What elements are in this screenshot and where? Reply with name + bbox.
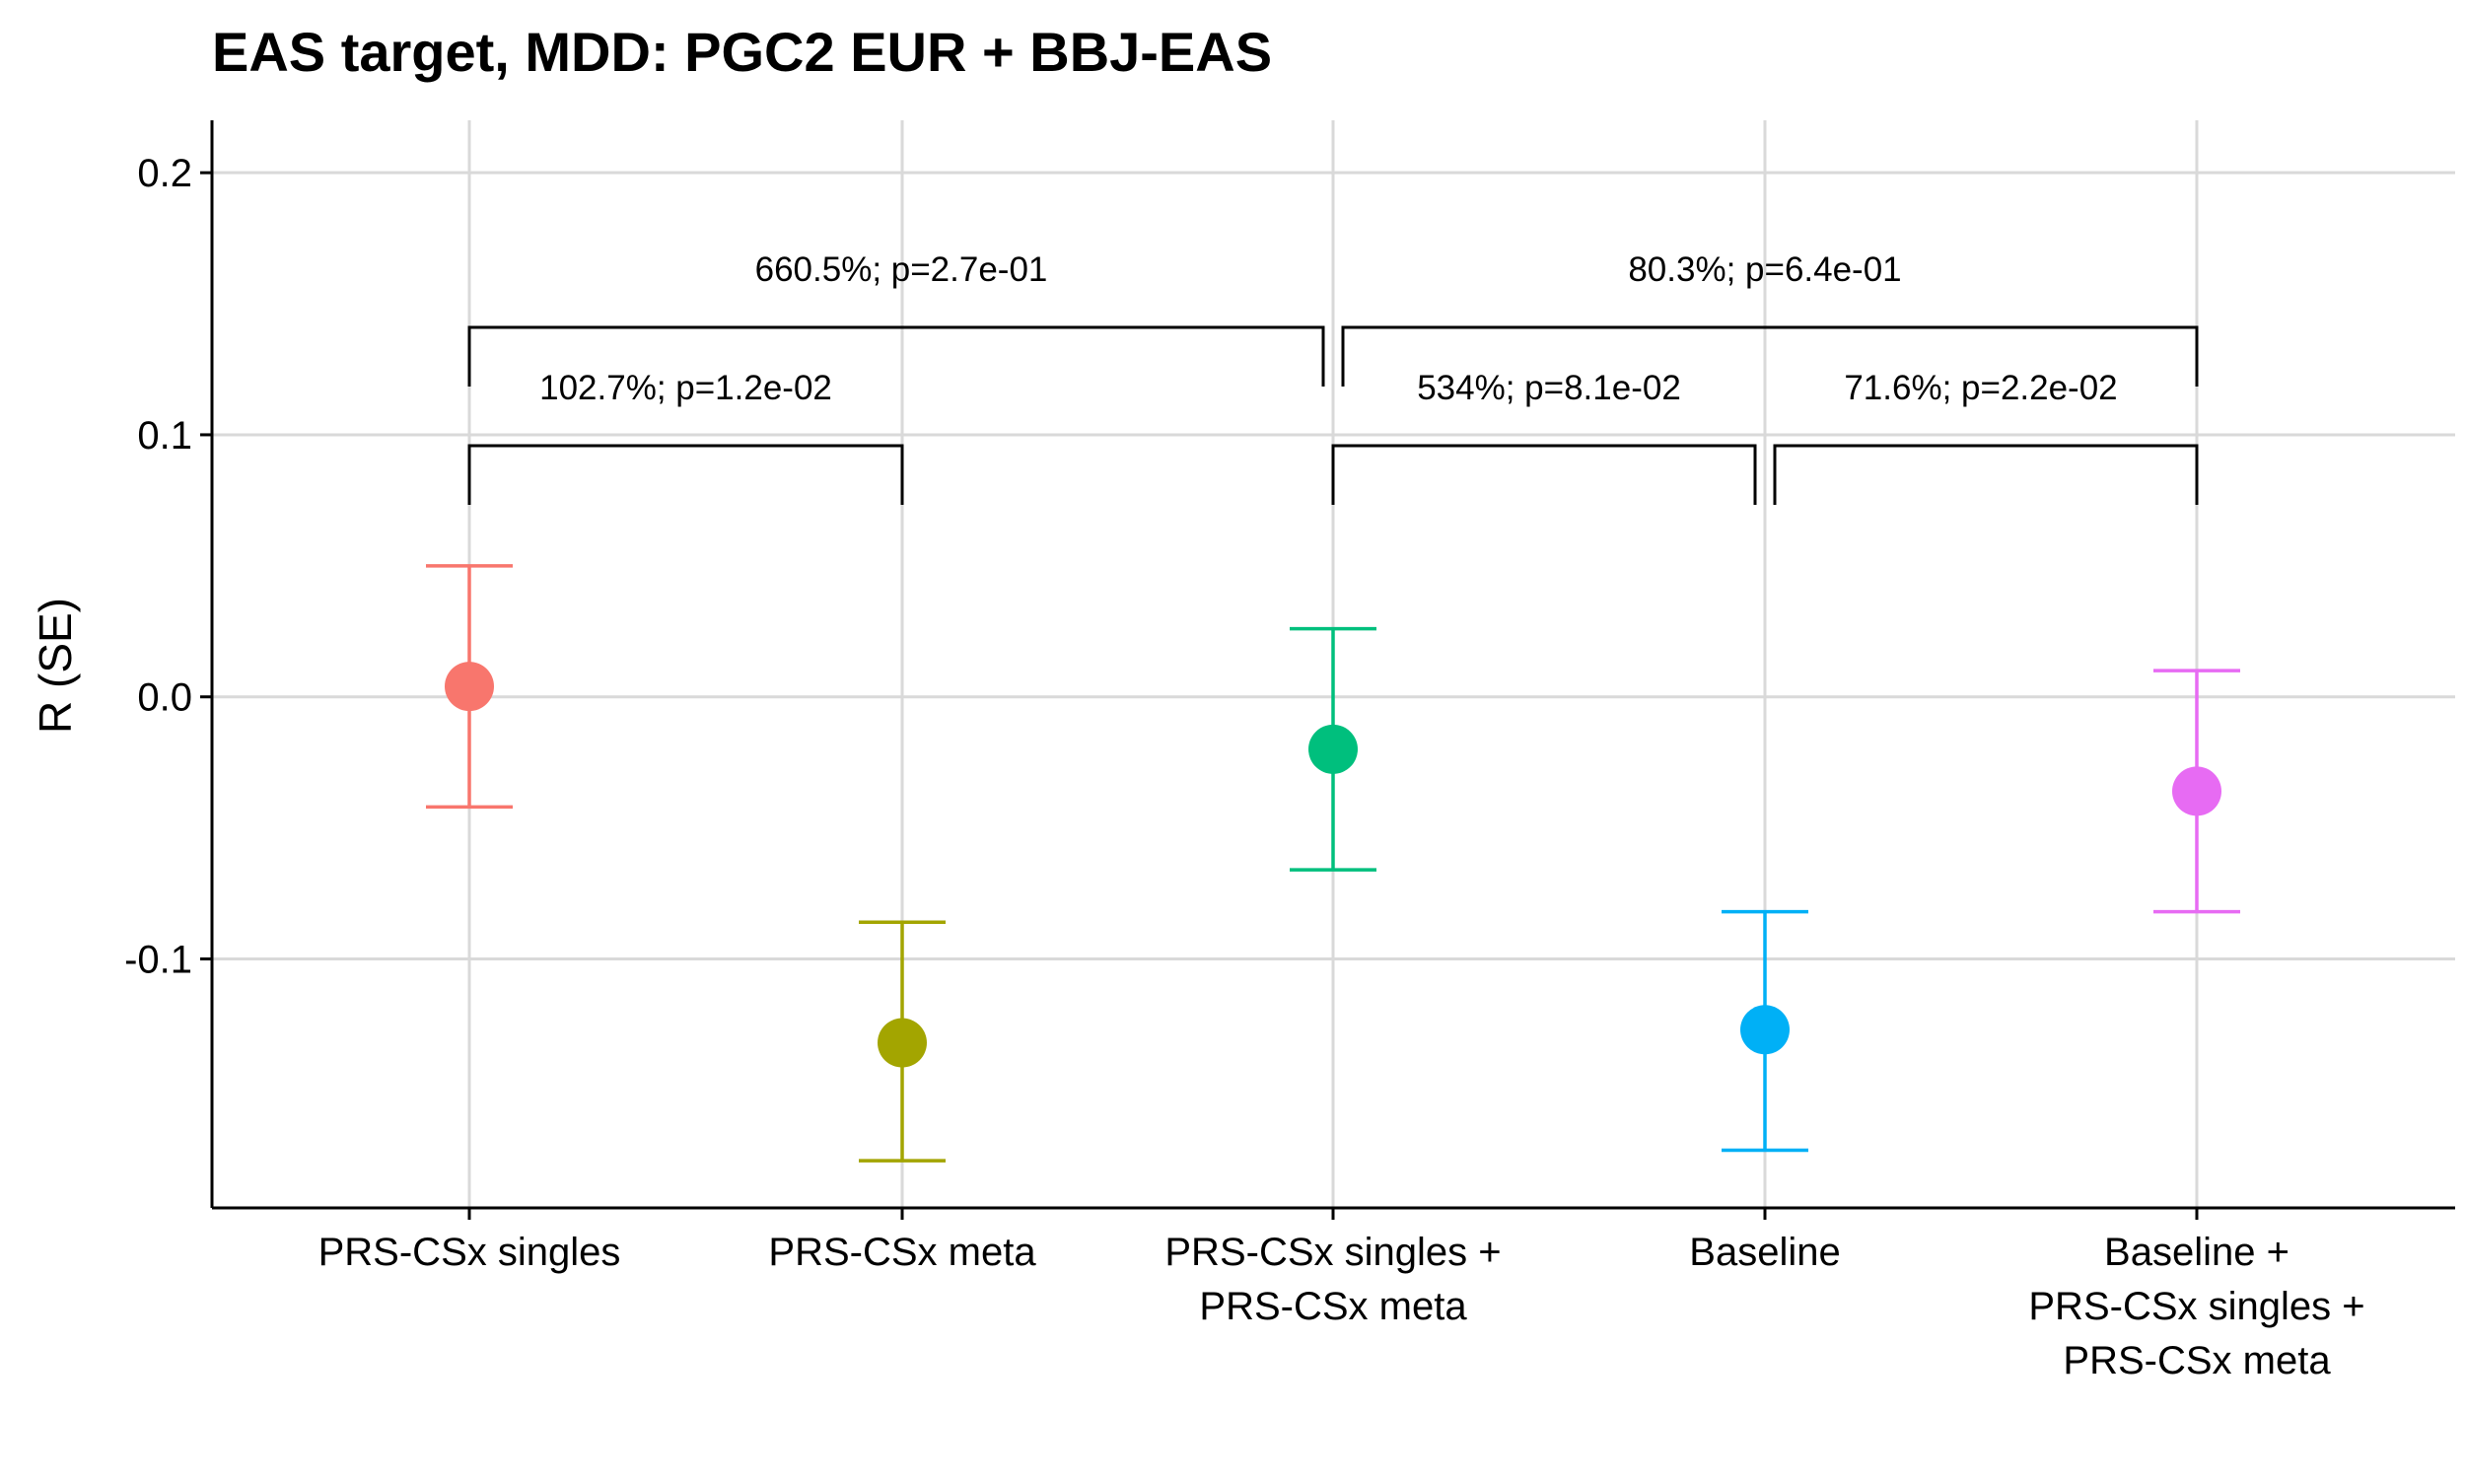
x-tick-label-line: PRS-CSx meta [1199, 1285, 1467, 1328]
data-point [2172, 766, 2221, 816]
comparison-bracket [467, 325, 1325, 387]
comparison-label: 80.3%; p=6.4e-01 [1628, 250, 1901, 289]
data-point [1740, 1005, 1790, 1055]
x-tick-label-line: PRS-CSx singles [318, 1231, 621, 1274]
chart-title: EAS target, MDD: PGC2 EUR + BBJ-EAS [212, 21, 1272, 83]
x-tick-label-line: Baseline [1689, 1231, 1840, 1274]
comparison-label: 71.6%; p=2.2e-02 [1844, 369, 2117, 407]
data-point [878, 1018, 927, 1068]
x-tick-label: PRS-CSx meta [768, 1231, 1036, 1274]
comparison-bracket [1341, 325, 2199, 387]
x-tick-label: PRS-CSx singles + PRS-CSx meta [1164, 1231, 1501, 1328]
x-tick-label: PRS-CSx singles [318, 1231, 621, 1274]
data-point [445, 662, 494, 712]
axes [200, 120, 2455, 1220]
comparison-label: 534%; p=8.1e-02 [1417, 369, 1681, 407]
comparison-bracket [1773, 444, 2199, 505]
comparison-bracket [1331, 444, 1757, 505]
comparison-bracket [467, 444, 904, 505]
y-axis-label: R (SE) [30, 598, 81, 734]
y-tick-label: 0.0 [137, 676, 192, 720]
x-tick-label: Baseline + PRS-CSx singles + PRS-CSx meta [2028, 1231, 2364, 1382]
x-tick-label-line: PRS-CSx meta [2063, 1339, 2331, 1382]
x-tick-label-line: Baseline + [2104, 1231, 2289, 1274]
comparison-label: 102.7%; p=1.2e-02 [539, 369, 832, 407]
x-tick-label: Baseline [1689, 1231, 1840, 1274]
x-tick-label-line: PRS-CSx meta [768, 1231, 1036, 1274]
y-tick-label: 0.1 [137, 414, 192, 458]
x-tick-label-line: PRS-CSx singles + [2028, 1285, 2364, 1328]
comparison-brackets: 102.7%; p=1.2e-02 534%; p=8.1e-02 71.6%; p… [467, 250, 2199, 505]
data-point [1308, 724, 1358, 774]
comparison-label: 660.5%; p=2.7e-01 [755, 250, 1048, 289]
y-tick-label: 0.2 [137, 152, 192, 195]
x-tick-label-line: PRS-CSx singles + [1164, 1231, 1501, 1274]
y-tick-label: -0.1 [124, 939, 192, 982]
data-points [426, 564, 2240, 1163]
axis-tick-labels: 0.2 0.1 0.0 -0.1 PRS-CSx singles PRS-CSx meta… [124, 152, 2365, 1382]
